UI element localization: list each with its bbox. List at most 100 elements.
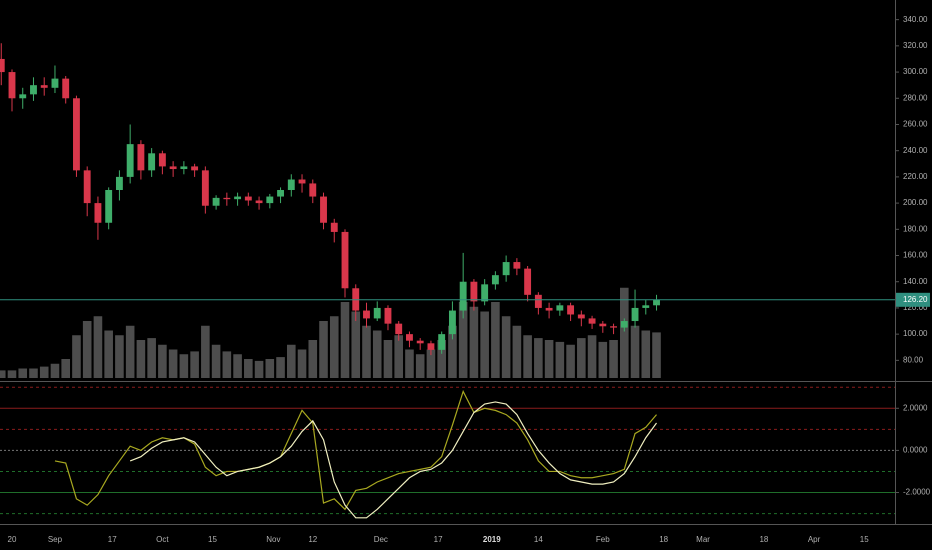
- candle-body: [642, 305, 650, 308]
- y-tick-label: 340.00: [903, 15, 928, 24]
- candle-body: [599, 323, 607, 327]
- candle-body: [406, 334, 413, 341]
- volume-bar: [372, 330, 382, 378]
- x-tick-label: 17: [434, 535, 443, 544]
- candle-body: [19, 94, 27, 99]
- candle-body: [51, 78, 59, 88]
- volume-bar: [29, 368, 38, 378]
- volume-bar: [598, 341, 608, 378]
- x-tick-label: Apr: [808, 535, 821, 544]
- y-tick-label: 140.00: [903, 277, 928, 286]
- candle-body: [416, 340, 424, 344]
- x-tick-label: Sep: [48, 535, 63, 544]
- volume-bar: [566, 344, 575, 378]
- y-tick-label: 180.00: [903, 224, 928, 233]
- volume-bar: [190, 351, 199, 378]
- volume-bar: [104, 330, 113, 378]
- y-tick-label: 240.00: [903, 146, 928, 155]
- candle-body: [481, 284, 489, 302]
- candle-body: [545, 307, 553, 311]
- y-tick-label: 220.00: [903, 172, 928, 181]
- x-tick-label: 20: [8, 535, 17, 544]
- volume-bar: [630, 325, 640, 378]
- volume-bar: [61, 359, 71, 378]
- candle-body: [438, 334, 446, 350]
- candle-body: [330, 222, 338, 232]
- volume-bar: [125, 325, 135, 378]
- volume-bar: [50, 363, 60, 378]
- candle-body: [62, 78, 70, 99]
- volume-bar: [469, 306, 479, 378]
- y-tick-label: 160.00: [903, 251, 928, 260]
- volume-bar: [82, 321, 92, 378]
- x-tick-label: 15: [208, 535, 217, 544]
- candle-body: [427, 343, 435, 350]
- volume-bar: [39, 366, 49, 378]
- y-tick-label: 80.00: [903, 355, 924, 364]
- volume-bar: [158, 344, 167, 378]
- volume-bar: [147, 338, 156, 378]
- x-tick-label: Mar: [696, 535, 710, 544]
- candle-body: [341, 231, 349, 289]
- candle-body: [491, 275, 499, 285]
- x-tick-label: 18: [759, 535, 768, 544]
- candle-body: [513, 262, 521, 269]
- volume-bar: [136, 340, 146, 378]
- candle-body: [631, 307, 639, 322]
- candle-body: [298, 179, 306, 184]
- volume-bar: [609, 340, 618, 378]
- volume-bar: [458, 302, 468, 378]
- volume-bar: [222, 351, 232, 378]
- y-tick-label: 2.0000: [903, 403, 928, 412]
- candle-body: [30, 85, 37, 95]
- candle-body: [266, 196, 274, 204]
- y-tick-label: -2.0000: [903, 488, 931, 497]
- y-tick-label: 260.00: [903, 120, 928, 129]
- y-tick-label: 200.00: [903, 198, 928, 207]
- candle-body: [610, 326, 617, 328]
- volume-bar: [405, 349, 414, 378]
- candle-body: [384, 307, 392, 324]
- volume-bar: [415, 354, 425, 378]
- candle-body: [0, 58, 5, 73]
- candle-body: [556, 305, 564, 311]
- volume-bar: [276, 357, 285, 378]
- candle-body: [448, 310, 456, 335]
- candle-body: [148, 153, 156, 171]
- volume-bar: [72, 335, 81, 378]
- volume-bar: [211, 344, 221, 378]
- candle-body: [459, 281, 467, 311]
- volume-bar: [362, 325, 371, 378]
- volume-bar: [286, 344, 296, 378]
- last-price-badge: [896, 292, 930, 307]
- candle-body: [126, 144, 134, 177]
- candle-body: [653, 299, 660, 306]
- y-tick-label: 320.00: [903, 41, 928, 50]
- volume-bar: [555, 341, 565, 378]
- candle-body: [567, 305, 575, 315]
- x-tick-label: Feb: [596, 535, 610, 544]
- candle-body: [363, 310, 370, 319]
- oscillator-line: [129, 401, 658, 519]
- candle-body: [287, 179, 295, 190]
- volume-bar: [641, 330, 651, 378]
- volume-bar: [233, 354, 242, 378]
- candle-body: [180, 166, 188, 170]
- x-tick-label: Nov: [266, 535, 280, 544]
- candle-body: [201, 170, 209, 206]
- volume-bar: [319, 321, 328, 378]
- candle-body: [234, 196, 242, 200]
- candle-body: [8, 72, 16, 99]
- candle-body: [620, 321, 628, 328]
- volume-bar: [18, 368, 28, 378]
- candle-body: [524, 268, 532, 295]
- volume-bar: [244, 359, 253, 378]
- last-price-label: 126.20: [903, 295, 928, 304]
- volume-bar: [523, 335, 532, 378]
- volume-bar: [587, 335, 597, 378]
- volume-bar: [297, 349, 307, 378]
- candle-body: [158, 153, 166, 167]
- volume-bar: [577, 338, 586, 378]
- oscillator-line: [54, 389, 657, 511]
